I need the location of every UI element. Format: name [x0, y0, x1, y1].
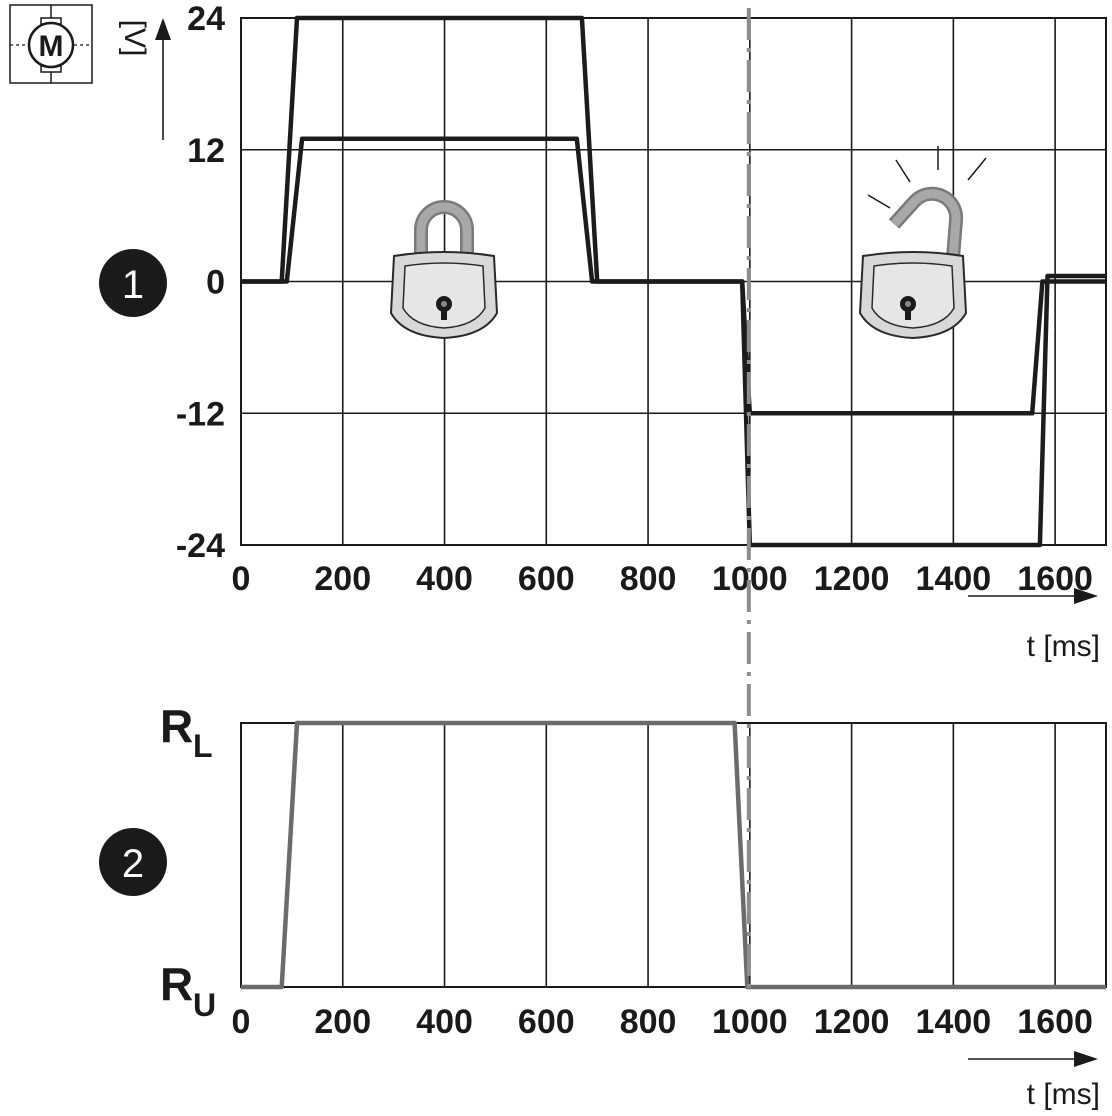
panel1-y-tick-label: 0: [206, 264, 225, 302]
panel2-x-tick-label: 600: [518, 1003, 575, 1041]
panel2-series-line-1: [241, 720, 1106, 990]
panel1-y-tick-label: 24: [187, 0, 225, 38]
panel1-x-tick-label: 1400: [916, 560, 992, 598]
panel1-x-ticks: 0 200 400 600 800 1000 1200 1400 1600: [232, 560, 1093, 598]
panel1-y-tick-label: -12: [176, 395, 225, 433]
panel1-y-ticks: 24 12 0 -12 -24: [176, 0, 225, 565]
panel2-x-tick-label: 1400: [916, 1003, 992, 1041]
panel2-y-tick-rl: R L: [160, 700, 213, 764]
y-axis-arrow: [155, 18, 171, 140]
panel2-x-tick-label: 200: [314, 1003, 371, 1041]
panel2-x-tick-label: 800: [620, 1003, 677, 1041]
panel1-time-arrow: [968, 588, 1098, 604]
ru-sub: U: [193, 987, 216, 1023]
panel2-x-tick-label: 1000: [712, 1003, 788, 1041]
panel2-x-tick-label: 1600: [1017, 1003, 1093, 1041]
panel1-x-tick-label: 800: [620, 560, 677, 598]
panel2-marker-label: 2: [122, 842, 144, 886]
panel1-x-tick-label: 200: [314, 560, 371, 598]
panel1-series: [241, 15, 1106, 548]
panel1-y-tick-label: 12: [187, 132, 225, 170]
panel1-x-tick-label: 400: [416, 560, 473, 598]
motor-letter: M: [39, 30, 64, 63]
ru-main: R: [160, 958, 193, 1010]
panel1-x-tick-label: 1200: [814, 560, 890, 598]
panel1-x-tick-label: 0: [232, 560, 251, 598]
panel1-series-line-2: [241, 136, 1106, 416]
panel1-y-tick-label: -24: [176, 527, 225, 565]
panel1-marker-label: 1: [122, 263, 144, 307]
panel1-x-tick-label: 600: [518, 560, 575, 598]
padlock-locked-icon: [389, 200, 499, 340]
panel2-x-axis-label: t [ms]: [1027, 1078, 1100, 1111]
panel2-series: [241, 720, 1106, 990]
panel2-x-ticks: 0 200 400 600 800 1000 1200 1400 1600: [232, 1003, 1093, 1041]
panel2-x-tick-label: 400: [416, 1003, 473, 1041]
rl-main: R: [160, 700, 193, 752]
panel2-y-tick-ru: R U: [160, 958, 216, 1023]
panel2-time-arrow: [968, 1051, 1098, 1067]
panel2-x-tick-label: 0: [232, 1003, 251, 1041]
panel2-frame: [240, 722, 1107, 988]
y-axis-unit: [V]: [118, 20, 151, 57]
panel1-marker: 1: [99, 249, 167, 317]
panel1-x-axis-label: t [ms]: [1027, 630, 1100, 663]
rl-sub: L: [193, 728, 213, 764]
panel2-grid: [240, 722, 1107, 988]
panel2-marker: 2: [99, 828, 167, 896]
panel2-x-tick-label: 1200: [814, 1003, 890, 1041]
padlock-unlocked-icon: [858, 146, 987, 340]
motor-icon: M: [9, 4, 93, 84]
